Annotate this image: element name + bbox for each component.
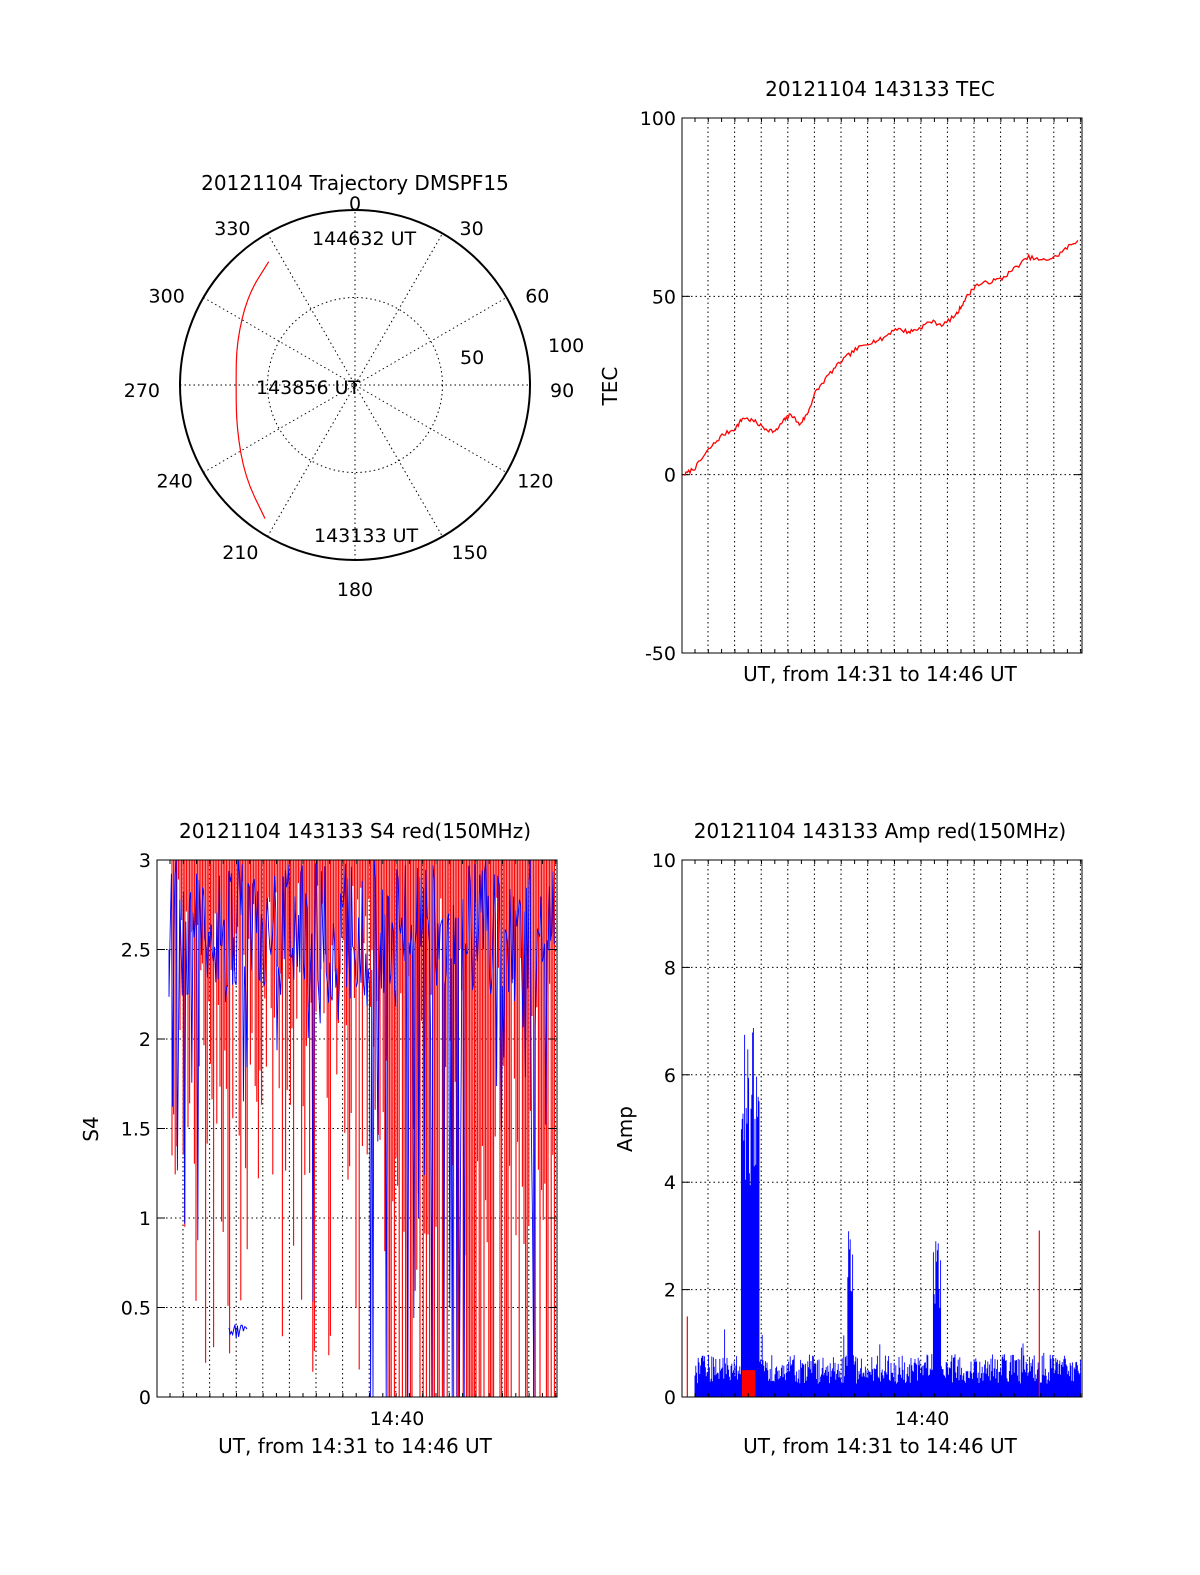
amp-xtick-1440: 14:40 [895, 1408, 950, 1430]
s4-y-tick-labels: 0 0.5 1 1.5 2 2.5 3 [121, 850, 151, 1409]
amp-y-tick-labels: 0 2 4 6 8 10 [652, 850, 676, 1409]
y-tick-label: 0 [664, 465, 676, 487]
amp-series [686, 1028, 1082, 1397]
amp-blue-line [694, 1028, 1082, 1397]
polar-angle-label: 120 [517, 471, 553, 493]
s4-ticks [157, 859, 557, 1398]
polar-angle-labels: 0 30 60 90 120 150 180 210 240 270 300 330 [124, 193, 574, 601]
y-tick-label: 2 [664, 1280, 676, 1302]
y-tick-label: 0 [139, 1387, 151, 1409]
amp-panel: 20121104 143133 Amp red(150MHz) 0246810 … [613, 819, 1083, 1458]
y-tick-label: 2.5 [121, 940, 151, 962]
tec-xlabel: UT, from 14:31 to 14:46 UT [743, 662, 1018, 686]
amp-ylabel: Amp [613, 1106, 637, 1152]
s4-xtick-1440: 14:40 [370, 1408, 425, 1430]
s4-blue-line [168, 860, 555, 1398]
tec-grid [682, 118, 1082, 653]
amp-title: 20121104 143133 Amp red(150MHz) [694, 819, 1066, 843]
amp-frame [681, 859, 1083, 1398]
s4-title: 20121104 143133 S4 red(150MHz) [179, 819, 531, 843]
s4-panel: 20121104 143133 S4 red(150MHz) 0 0.5 1 1.5 2… [79, 819, 558, 1458]
tec-ylabel: TEC [598, 367, 622, 407]
polar-angle-label: 240 [157, 471, 193, 493]
polar-trajectory-panel: 20121104 Trajectory DMSPF15 0 30 60 90 120 15… [124, 171, 585, 601]
trajectory-label-mid: 143856 UT [256, 377, 360, 399]
y-tick-label: 50 [652, 286, 676, 308]
tec-series-line [684, 239, 1079, 477]
trajectory-label-end: 144632 UT [312, 228, 416, 250]
s4-blue-plateau [228, 1324, 248, 1338]
polar-angle-label: 270 [124, 380, 160, 402]
amp-grid [682, 860, 1082, 1397]
polar-angle-label: 150 [452, 542, 488, 564]
y-tick-label: 0 [664, 1387, 676, 1409]
tec-ticks [682, 117, 1082, 654]
polar-radius-label-50: 50 [460, 347, 484, 369]
y-tick-label: -50 [645, 643, 676, 665]
polar-title: 20121104 Trajectory DMSPF15 [201, 171, 509, 195]
y-tick-label: 8 [664, 957, 676, 979]
s4-blue-series [168, 860, 555, 1398]
polar-angle-label: 180 [337, 579, 373, 601]
y-tick-label: 3 [139, 850, 151, 872]
y-tick-label: 6 [664, 1065, 676, 1087]
amp-xlabel: UT, from 14:31 to 14:46 UT [743, 1434, 1018, 1458]
trajectory-label-start: 143133 UT [314, 525, 418, 547]
amp-ticks [682, 859, 1082, 1398]
y-tick-label: 0.5 [121, 1298, 151, 1320]
polar-angle-label: 60 [525, 286, 549, 308]
polar-angle-label: 0 [349, 193, 361, 215]
amp-red-patch [742, 1370, 756, 1397]
polar-angle-label: 90 [550, 380, 574, 402]
tec-y-tick-labels: -50 0 50 100 [640, 108, 676, 665]
tec-frame [681, 117, 1083, 654]
tec-title: 20121104 143133 TEC [765, 77, 995, 101]
y-tick-label: 2 [139, 1029, 151, 1051]
y-tick-label: 1 [139, 1208, 151, 1230]
polar-angle-label: 300 [149, 286, 185, 308]
polar-radius-label-100: 100 [548, 335, 584, 357]
y-tick-label: 1.5 [121, 1119, 151, 1141]
s4-ylabel: S4 [79, 1116, 103, 1141]
y-tick-label: 100 [640, 108, 676, 130]
polar-angle-label: 210 [222, 542, 258, 564]
polar-angle-label: 30 [460, 218, 484, 240]
y-tick-label: 10 [652, 850, 676, 872]
polar-angle-label: 330 [214, 218, 250, 240]
y-tick-label: 4 [664, 1172, 676, 1194]
tec-panel: 20121104 143133 TEC -50 0 50 100 TEC UT, fr… [598, 77, 1083, 686]
s4-xlabel: UT, from 14:31 to 14:46 UT [218, 1434, 493, 1458]
trajectory-line [235, 261, 270, 519]
